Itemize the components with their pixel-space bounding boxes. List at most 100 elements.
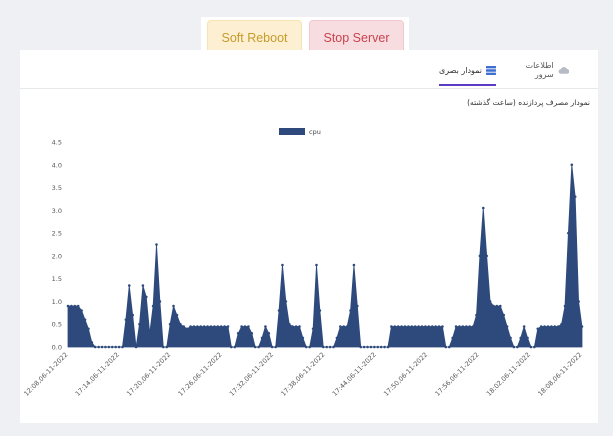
cpu-point (162, 345, 165, 349)
cpu-point (410, 325, 414, 328)
cpu-point (230, 345, 233, 349)
cpu-point (430, 325, 434, 328)
cpu-point (236, 332, 240, 335)
cpu-point (396, 325, 400, 328)
cpu-point (417, 325, 420, 328)
cpu-point (519, 336, 523, 340)
cpu-point (121, 345, 124, 349)
cpu-point (478, 254, 482, 258)
cpu-point (332, 345, 335, 349)
cpu-point (424, 325, 427, 328)
cpu-point (359, 345, 363, 349)
cpu-point (192, 325, 196, 328)
cpu-point (536, 327, 540, 331)
cpu-point (165, 345, 169, 349)
cpu-point (260, 336, 264, 340)
cpu-point (539, 325, 543, 328)
cpu-point (553, 325, 557, 328)
cpu-point (349, 309, 352, 312)
cpu-point (216, 325, 220, 328)
cpu-point (151, 304, 155, 308)
tab-server-info-label: اطلاعات سرور (525, 61, 554, 79)
legend-swatch (279, 128, 305, 135)
cpu-point (362, 345, 366, 349)
cpu-point (447, 345, 451, 349)
cpu-point (366, 345, 369, 349)
cloud-icon (558, 67, 569, 74)
cpu-point (93, 345, 97, 349)
cpu-point (369, 345, 373, 349)
cpu-point (97, 345, 100, 349)
cpu-point (243, 325, 247, 328)
cpu-point (240, 325, 243, 328)
cpu-point (311, 327, 315, 331)
x-tick-label: 12:08,06-11-2022 (22, 351, 69, 398)
cpu-point (420, 325, 424, 328)
cpu-point (158, 300, 162, 303)
cpu-point (277, 309, 281, 312)
y-tick-label: 1.0 (52, 298, 62, 306)
cpu-point (267, 332, 271, 335)
tab-visual-chart[interactable]: نمودار بصری (436, 60, 496, 80)
cpu-point (182, 325, 186, 328)
cpu-point (257, 345, 260, 349)
cpu-point (481, 206, 485, 210)
cpu-point (543, 325, 546, 328)
cpu-point (546, 325, 550, 328)
cpu-point (427, 325, 431, 328)
cpu-point (185, 327, 189, 331)
cpu-point (124, 318, 128, 321)
cpu-point (131, 313, 134, 317)
cpu-point (127, 284, 131, 287)
cpu-point (407, 325, 410, 328)
y-tick-label: 3.5 (52, 184, 62, 192)
cpu-point (533, 345, 536, 349)
cpu-point (104, 345, 107, 349)
active-tab-indicator (439, 84, 496, 86)
cpu-point (322, 345, 325, 349)
y-tick-label: 0.5 (52, 321, 62, 329)
cpu-point (148, 332, 151, 335)
cpu-point (70, 304, 73, 308)
cpu-point (138, 322, 141, 326)
cpu-point (529, 345, 533, 349)
tab-visual-chart-label: نمودار بصری (438, 65, 482, 75)
cpu-point (281, 263, 284, 267)
cpu-point (335, 336, 339, 340)
cpu-point (471, 325, 475, 328)
cpu-point (209, 325, 213, 328)
y-tick-label: 3.0 (52, 207, 62, 215)
cpu-point (264, 325, 267, 328)
cpu-point (400, 325, 403, 328)
cpu-point (441, 325, 444, 328)
cpu-point (199, 325, 203, 328)
cpu-point (250, 332, 254, 335)
cpu-point (325, 345, 329, 349)
cpu-point (499, 304, 502, 308)
x-tick-label: 18:02,06-11-2022 (485, 351, 532, 398)
y-tick-label: 4.5 (52, 139, 62, 147)
x-tick-label: 17:14,06-11-2022 (74, 351, 121, 398)
cpu-point (461, 325, 465, 328)
cpu-point (308, 345, 311, 349)
x-tick-label: 17:32,06-11-2022 (228, 351, 275, 398)
cpu-point (492, 304, 495, 308)
cpu-point (287, 322, 291, 326)
y-tick-label: 4.0 (52, 161, 62, 169)
x-tick-label: 17:50,06-11-2022 (382, 351, 429, 398)
cpu-point (219, 325, 223, 328)
cpu-point (495, 304, 499, 308)
cpu-point (226, 325, 230, 328)
cpu-point (454, 325, 458, 328)
cpu-point (304, 345, 308, 349)
cpu-point (117, 345, 121, 349)
cpu-point (560, 322, 563, 326)
cpu-point (175, 313, 179, 317)
cpu-point (298, 325, 301, 328)
y-tick-label: 0.0 (52, 344, 62, 352)
cpu-point (458, 325, 461, 328)
cpu-point (556, 325, 560, 328)
y-tick-label: 1.5 (52, 275, 62, 283)
tab-server-info[interactable]: اطلاعات سرور (507, 60, 569, 80)
